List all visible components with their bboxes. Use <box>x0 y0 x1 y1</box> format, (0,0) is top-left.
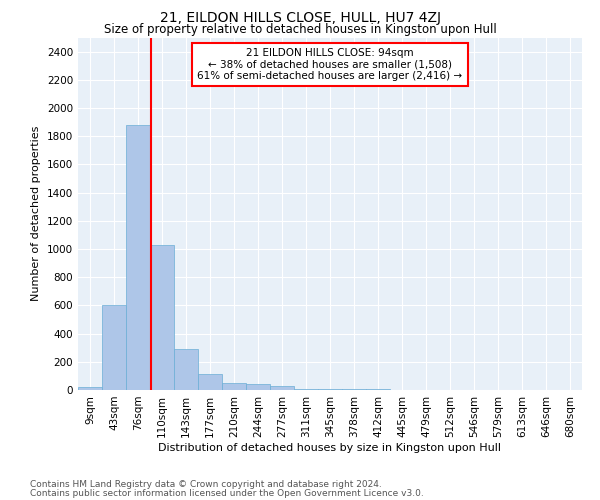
Bar <box>198 374 222 390</box>
Text: 21 EILDON HILLS CLOSE: 94sqm
← 38% of detached houses are smaller (1,508)
61% of: 21 EILDON HILLS CLOSE: 94sqm ← 38% of de… <box>197 48 463 82</box>
X-axis label: Distribution of detached houses by size in Kingston upon Hull: Distribution of detached houses by size … <box>158 442 502 452</box>
Bar <box>150 245 174 390</box>
Bar <box>174 349 198 390</box>
Bar <box>222 383 246 390</box>
Bar <box>102 306 126 390</box>
Text: 21, EILDON HILLS CLOSE, HULL, HU7 4ZJ: 21, EILDON HILLS CLOSE, HULL, HU7 4ZJ <box>160 11 440 25</box>
Bar <box>270 386 294 390</box>
Bar <box>246 384 270 390</box>
Text: Contains HM Land Registry data © Crown copyright and database right 2024.: Contains HM Land Registry data © Crown c… <box>30 480 382 489</box>
Bar <box>78 387 102 390</box>
Y-axis label: Number of detached properties: Number of detached properties <box>31 126 41 302</box>
Text: Size of property relative to detached houses in Kingston upon Hull: Size of property relative to detached ho… <box>104 22 496 36</box>
Bar <box>126 125 150 390</box>
Text: Contains public sector information licensed under the Open Government Licence v3: Contains public sector information licen… <box>30 488 424 498</box>
